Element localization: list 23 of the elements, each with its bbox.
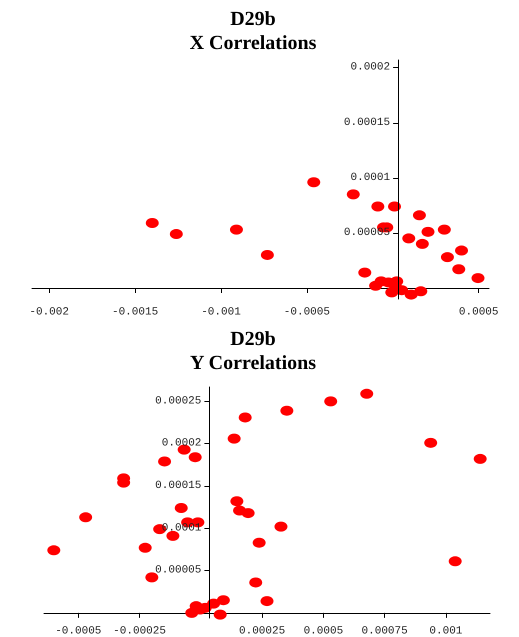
y-tick-label: 0.00005 [344,226,390,239]
x-tick-label: 0.00025 [238,626,286,637]
x-tick-label: -0.0005 [55,626,102,637]
x-tick-label: 0.0005 [304,626,344,637]
x-tick-label: -0.001 [201,306,242,318]
chart-subtitle: X Correlations [190,32,317,54]
x-tick-label: 0.0005 [458,306,498,318]
y-tick-label: 0.0002 [350,62,390,74]
x-tick-label: -0.0015 [112,306,158,318]
x-tick-label: -0.0005 [284,306,330,318]
x-tick-label: -0.00025 [113,626,166,637]
y-tick-label: 0.00005 [155,564,202,577]
x-tick-label: 0.001 [429,626,463,637]
x-tick-label: -0.002 [29,306,69,318]
chart-title: D29b [230,8,276,30]
y-tick-label: 0.0002 [162,438,202,450]
chart-subtitle: Y Correlations [190,352,316,374]
y-tick-label: 0.00015 [344,116,390,129]
y-tick-label: 0.0001 [350,172,390,184]
x-tick-label: 0.00075 [362,626,408,637]
y-tick-label: 0.00015 [155,480,202,492]
y-tick-label: 0.00025 [155,395,202,408]
chart-title: D29b [230,328,276,350]
